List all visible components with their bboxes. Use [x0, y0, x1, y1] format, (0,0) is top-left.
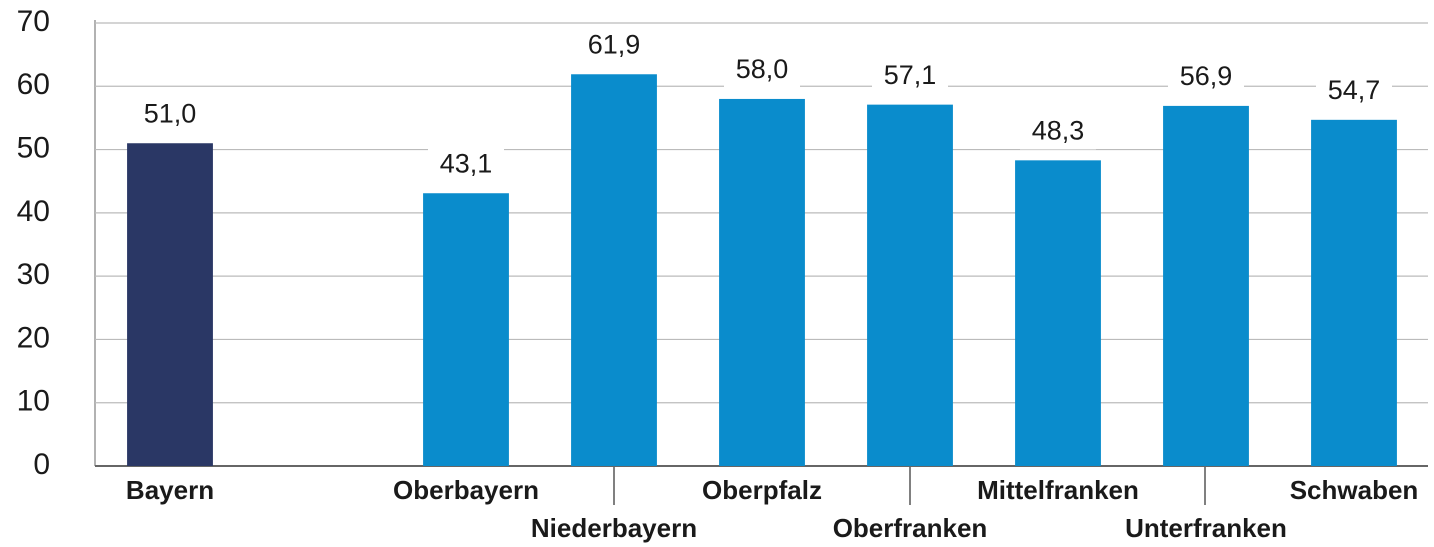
- bar: [571, 74, 657, 467]
- value-label-bg: [724, 53, 800, 88]
- bar: [719, 98, 805, 466]
- y-tick-label: 10: [17, 385, 50, 418]
- x-tick-label: Oberpfalz: [702, 475, 822, 505]
- bar: [867, 104, 953, 466]
- y-tick-label: 60: [17, 68, 50, 101]
- value-label-bg: [872, 59, 948, 94]
- value-label: 56,9: [1180, 61, 1233, 91]
- y-tick-label: 40: [17, 195, 50, 228]
- value-label: 43,1: [440, 148, 493, 178]
- bar: [127, 143, 213, 466]
- value-label: 57,1: [884, 60, 937, 90]
- value-label: 54,7: [1328, 75, 1381, 105]
- value-label: 58,0: [736, 54, 789, 84]
- value-label-bg: [1168, 60, 1244, 95]
- value-label-bg: [132, 98, 208, 133]
- value-label-bg: [576, 29, 652, 64]
- y-tick-label: 20: [17, 321, 50, 354]
- y-tick-label: 70: [17, 5, 50, 38]
- bar: [1015, 160, 1101, 466]
- y-tick-label: 30: [17, 258, 50, 291]
- bar: [1311, 119, 1397, 466]
- value-label-bg: [1316, 74, 1392, 109]
- x-tick-label: Mittelfranken: [977, 475, 1139, 505]
- bar: [423, 193, 509, 466]
- value-label: 48,3: [1032, 115, 1085, 145]
- x-tick-label: Bayern: [126, 475, 214, 505]
- value-label-bg: [1020, 115, 1096, 150]
- x-tick-label: Oberbayern: [393, 475, 539, 505]
- bar: [1163, 105, 1249, 466]
- x-tick-label: Unterfranken: [1125, 513, 1287, 543]
- value-label-bg: [428, 148, 504, 183]
- value-label: 61,9: [588, 29, 641, 59]
- x-tick-label: Schwaben: [1290, 475, 1419, 505]
- y-tick-label: 50: [17, 131, 50, 164]
- x-tick-label: Oberfranken: [833, 513, 988, 543]
- y-tick-label: 0: [33, 448, 50, 481]
- x-tick-label: Niederbayern: [531, 513, 697, 543]
- value-label: 51,0: [144, 98, 197, 128]
